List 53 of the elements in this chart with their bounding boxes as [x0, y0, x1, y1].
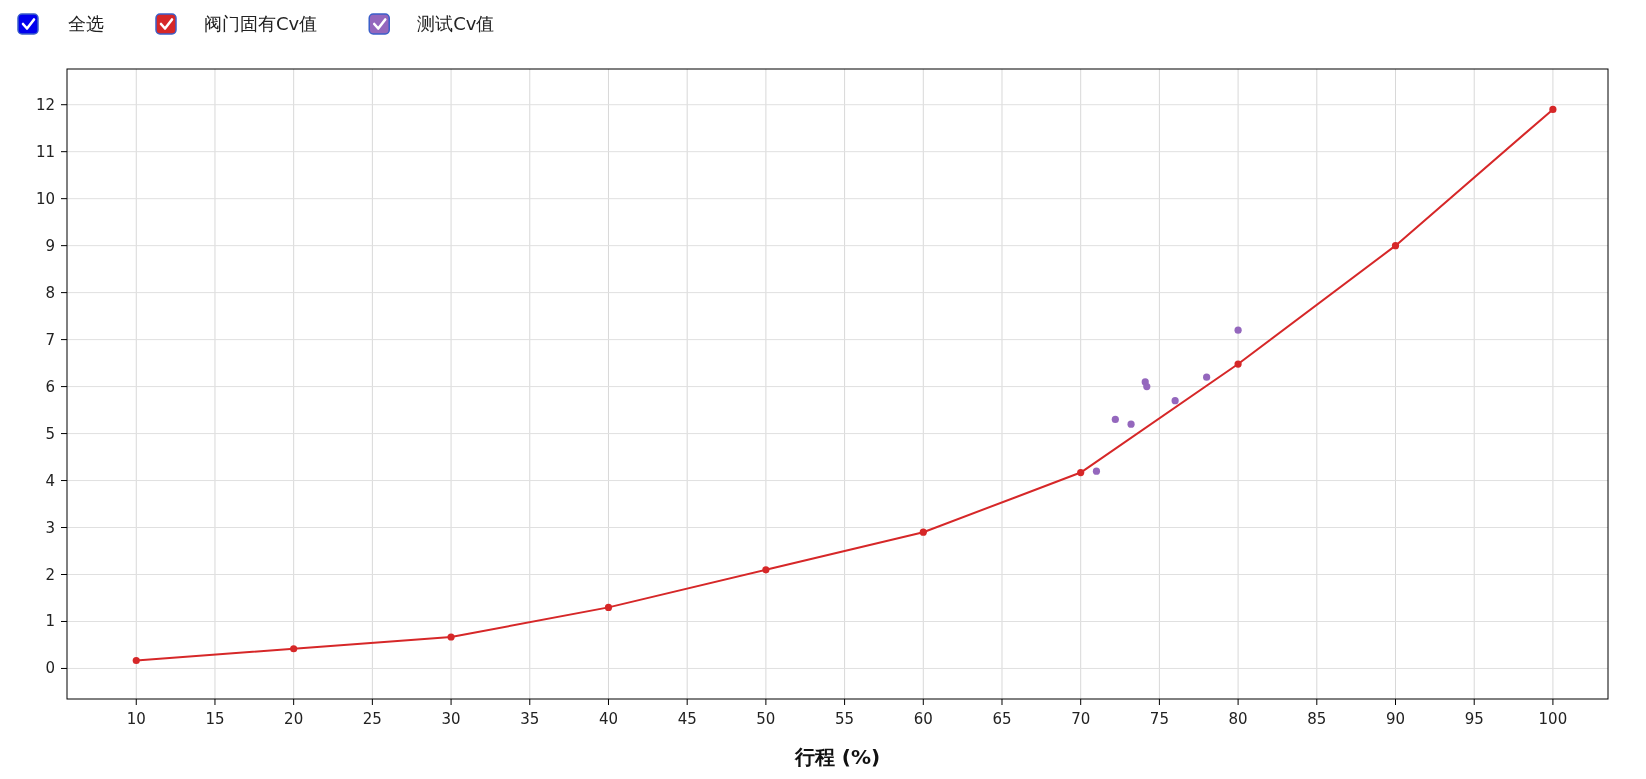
x-tick-label: 45 — [677, 710, 697, 728]
x-tick-label: 75 — [1149, 710, 1169, 728]
x-tick-label: 90 — [1385, 710, 1406, 728]
point — [132, 656, 140, 665]
y-tick-label: 1 — [45, 612, 55, 631]
point — [1111, 415, 1119, 424]
x-tick-label: 40 — [598, 710, 619, 728]
x-tick-label: 35 — [520, 710, 540, 728]
point — [290, 645, 298, 653]
legend-label: 测试Cv值 — [417, 13, 495, 34]
x-tick-label: 50 — [756, 710, 776, 728]
x-tick-label: 85 — [1307, 710, 1327, 728]
point — [762, 566, 770, 574]
y-tick-label: 9 — [45, 236, 55, 255]
point — [1234, 360, 1242, 368]
point — [1092, 467, 1101, 475]
point — [1077, 468, 1085, 477]
y-tick-label: 8 — [45, 283, 55, 302]
x-tick-label: 20 — [284, 710, 304, 728]
select-all: 全选 — [17, 13, 104, 35]
point — [1549, 105, 1557, 113]
x-tick-label: 80 — [1228, 710, 1248, 728]
point — [919, 528, 927, 536]
x-tick-label: 10 — [126, 710, 146, 728]
y-tick-label: 6 — [45, 377, 55, 396]
x-tick-label: 70 — [1071, 710, 1091, 728]
y-tick-label: 5 — [45, 424, 55, 443]
y-tick-label: 10 — [35, 189, 55, 208]
x-tick-label: 60 — [913, 710, 933, 728]
point — [1391, 242, 1400, 250]
point — [1127, 420, 1135, 428]
point — [604, 603, 613, 611]
y-tick-label: 0 — [45, 659, 55, 678]
x-tick-label: 65 — [992, 710, 1012, 728]
point — [1171, 397, 1179, 405]
x-tick-label: 55 — [835, 710, 855, 728]
x-tick-label: 25 — [362, 710, 382, 728]
y-tick-label: 11 — [35, 142, 55, 161]
point — [1234, 326, 1242, 334]
x-axis-title: 行程 (%) — [793, 745, 881, 769]
y-tick-label: 2 — [45, 565, 55, 584]
x-tick-label: 95 — [1464, 710, 1484, 728]
x-tick-label: 100 — [1538, 710, 1568, 728]
y-tick-label: 4 — [45, 471, 55, 490]
y-tick-label: 7 — [45, 330, 55, 349]
x-tick-label: 15 — [205, 710, 225, 728]
x-tick-label: 30 — [441, 710, 461, 728]
point — [1203, 373, 1211, 381]
point — [1143, 382, 1151, 391]
legend-label: 阀门固有Cv值 — [204, 13, 318, 34]
y-tick-label: 3 — [45, 518, 55, 537]
point — [447, 633, 455, 641]
y-tick-label: 12 — [35, 95, 55, 114]
